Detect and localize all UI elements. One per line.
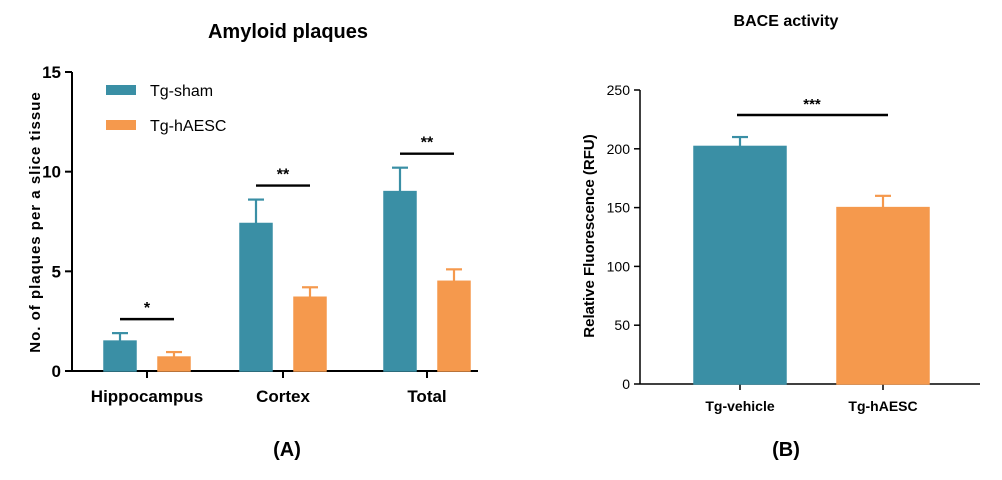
chart-b-xtick-label: Tg-vehicle [705,398,774,414]
chart-a-bars [103,166,471,372]
chart-a-sig-label: * [144,300,151,317]
chart-b-title: BACE activity [734,13,839,30]
chart-a-legend-swatch [106,120,136,130]
panel-b: BACE activity Relative Fluorescence (RFU… [581,13,980,461]
chart-a-bar [437,280,471,372]
chart-a-ytick-label: 15 [42,63,61,82]
chart-b-xtick-label: Tg-hAESC [848,398,917,414]
chart-a-ylabel: No. of plaques per a slice tissue [27,91,44,352]
chart-b-ytick-label: 50 [614,317,630,333]
chart-b-bar [693,145,787,385]
chart-b-ytick-label: 250 [607,82,631,98]
chart-a-legend-swatch [106,85,136,95]
chart-a-significance: ***** [120,135,454,321]
chart-a-sig-label: ** [421,135,434,152]
chart-a-ytick-label: 0 [52,362,61,381]
chart-b-bars [693,135,930,385]
chart-b-ytick-label: 100 [607,258,631,274]
chart-a-xtick-label: Hippocampus [91,387,203,406]
panel-b-label: (B) [772,439,800,461]
chart-b-ylabel: Relative Fluorescence (RFU) [581,134,598,337]
chart-a-bar [103,340,137,372]
chart-a-title: Amyloid plaques [208,21,368,43]
chart-a-bar [157,356,191,372]
chart-b-sig-label: *** [803,96,821,113]
chart-a-sig-label: ** [277,167,290,184]
chart-a-bar [383,190,417,372]
chart-b-ytick-label: 150 [607,200,631,216]
chart-a-axes: 0 5 10 15 Hippocampus Cortex Total [42,63,478,406]
chart-b-bar [836,206,930,385]
chart-b-ytick-label: 200 [607,141,631,157]
chart-a-legend-label: Tg-hAESC [150,118,226,135]
chart-a-bar [293,296,327,372]
chart-a-ytick-label: 10 [42,163,61,182]
chart-b-significance: *** [737,96,888,117]
chart-a-xtick-label: Cortex [256,387,310,406]
chart-a-ytick-label: 5 [52,262,61,281]
panel-a-label: (A) [273,439,301,461]
chart-a-legend: Tg-sham Tg-hAESC [106,83,226,135]
chart-a-bar [239,222,273,372]
chart-b-ytick-label: 0 [622,376,630,392]
chart-a-xtick-label: Total [407,387,446,406]
chart-a-legend-label: Tg-sham [150,83,213,100]
panel-a: Amyloid plaques No. of plaques per a sli… [27,21,478,461]
